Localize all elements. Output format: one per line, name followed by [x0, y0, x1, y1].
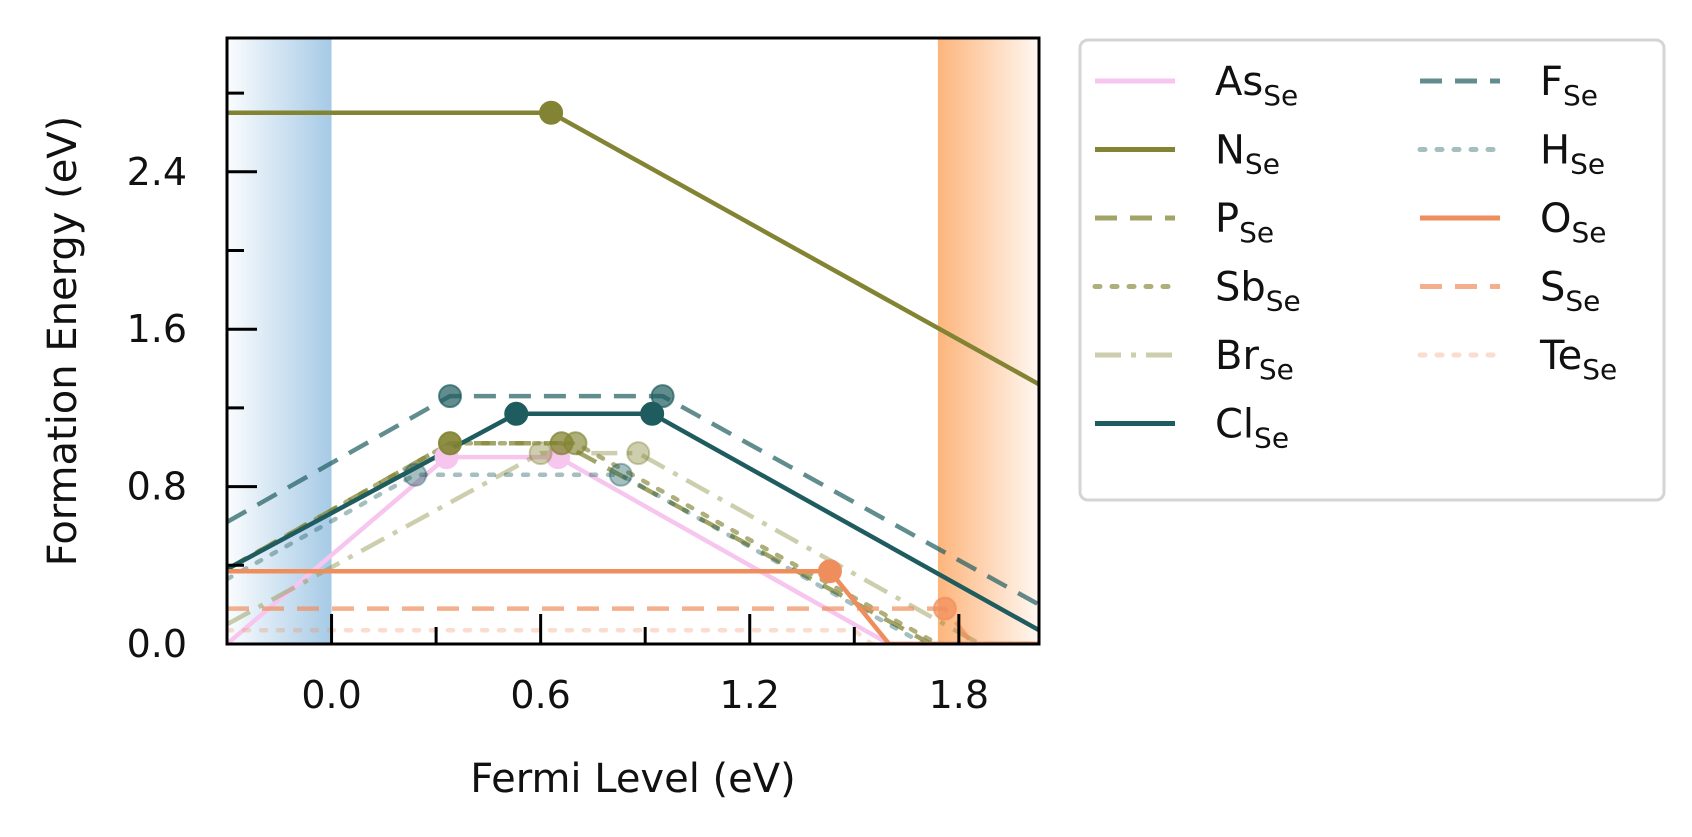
y-axis-title: Formation Energy (eV)	[40, 116, 86, 567]
marker-h-se-1	[608, 462, 633, 487]
x-axis-title: Fermi Level (eV)	[470, 756, 795, 802]
legend-subscript: Se	[1254, 422, 1289, 455]
y-tick-labels: 0.0 0.8 1.6 2.4	[127, 150, 187, 666]
legend-subscript: Se	[1582, 353, 1617, 386]
marker-cl-se-1	[640, 401, 665, 426]
x-tick-label: 0.0	[301, 673, 361, 717]
band-edge-regions	[227, 38, 1039, 644]
marker-f-se-1	[650, 384, 675, 409]
series-line-br-se	[227, 450, 1039, 644]
y-tick-label: 1.6	[127, 307, 187, 351]
marker-n-se-0	[539, 100, 564, 125]
series-line-as-se	[227, 454, 1039, 644]
axis-ticks	[227, 91, 961, 646]
legend-subscript: Se	[1571, 216, 1606, 249]
marker-sb-se-1	[563, 431, 588, 456]
legend-label: OSe	[1540, 196, 1606, 249]
x-tick-label: 1.2	[720, 673, 780, 717]
x-tick-label: 0.6	[510, 673, 570, 717]
plot-frame	[225, 36, 1041, 646]
legend-item-f-se: FSe	[1420, 59, 1598, 112]
legend-item-o-se: OSe	[1420, 196, 1606, 249]
marker-o-se-0	[817, 559, 842, 584]
marker-sb-se-0	[438, 431, 463, 456]
conduction-band-region	[937, 38, 1039, 644]
valence-band-region	[227, 38, 332, 644]
marker-br-se-1	[626, 441, 651, 466]
legend-subscript: Se	[1263, 79, 1298, 112]
series-line-sb-se	[227, 441, 1039, 644]
legend-label: SSe	[1540, 265, 1600, 318]
legend-subscript: Se	[1245, 148, 1280, 181]
legend-subscript: Se	[1565, 285, 1600, 318]
defect-lines	[227, 110, 1039, 644]
legend-label: FSe	[1540, 59, 1598, 112]
x-tick-label: 1.8	[929, 673, 989, 717]
legend-item-s-se: SSe	[1420, 265, 1600, 318]
transition-markers	[403, 100, 957, 621]
legend-subscript: Se	[1239, 216, 1274, 249]
legend-subscript: Se	[1259, 353, 1294, 386]
marker-s-se-0	[932, 596, 957, 621]
legend-subscript: Se	[1570, 148, 1605, 181]
marker-h-se-0	[403, 462, 428, 487]
y-tick-label: 0.8	[127, 465, 187, 509]
legend-subscript: Se	[1266, 285, 1301, 318]
y-tick-label: 0.0	[127, 622, 187, 666]
legend-subscript: Se	[1563, 79, 1598, 112]
x-tick-labels: 0.0 0.6 1.2 1.8	[301, 673, 989, 717]
legend-frame	[1078, 38, 1666, 502]
marker-cl-se-0	[504, 401, 529, 426]
series-line-n-se	[227, 110, 1039, 387]
series-line-cl-se	[227, 411, 1039, 633]
marker-f-se-0	[438, 384, 463, 409]
series-line-f-se	[227, 393, 1039, 607]
y-tick-label: 2.4	[127, 150, 187, 194]
marker-br-se-0	[528, 441, 553, 466]
